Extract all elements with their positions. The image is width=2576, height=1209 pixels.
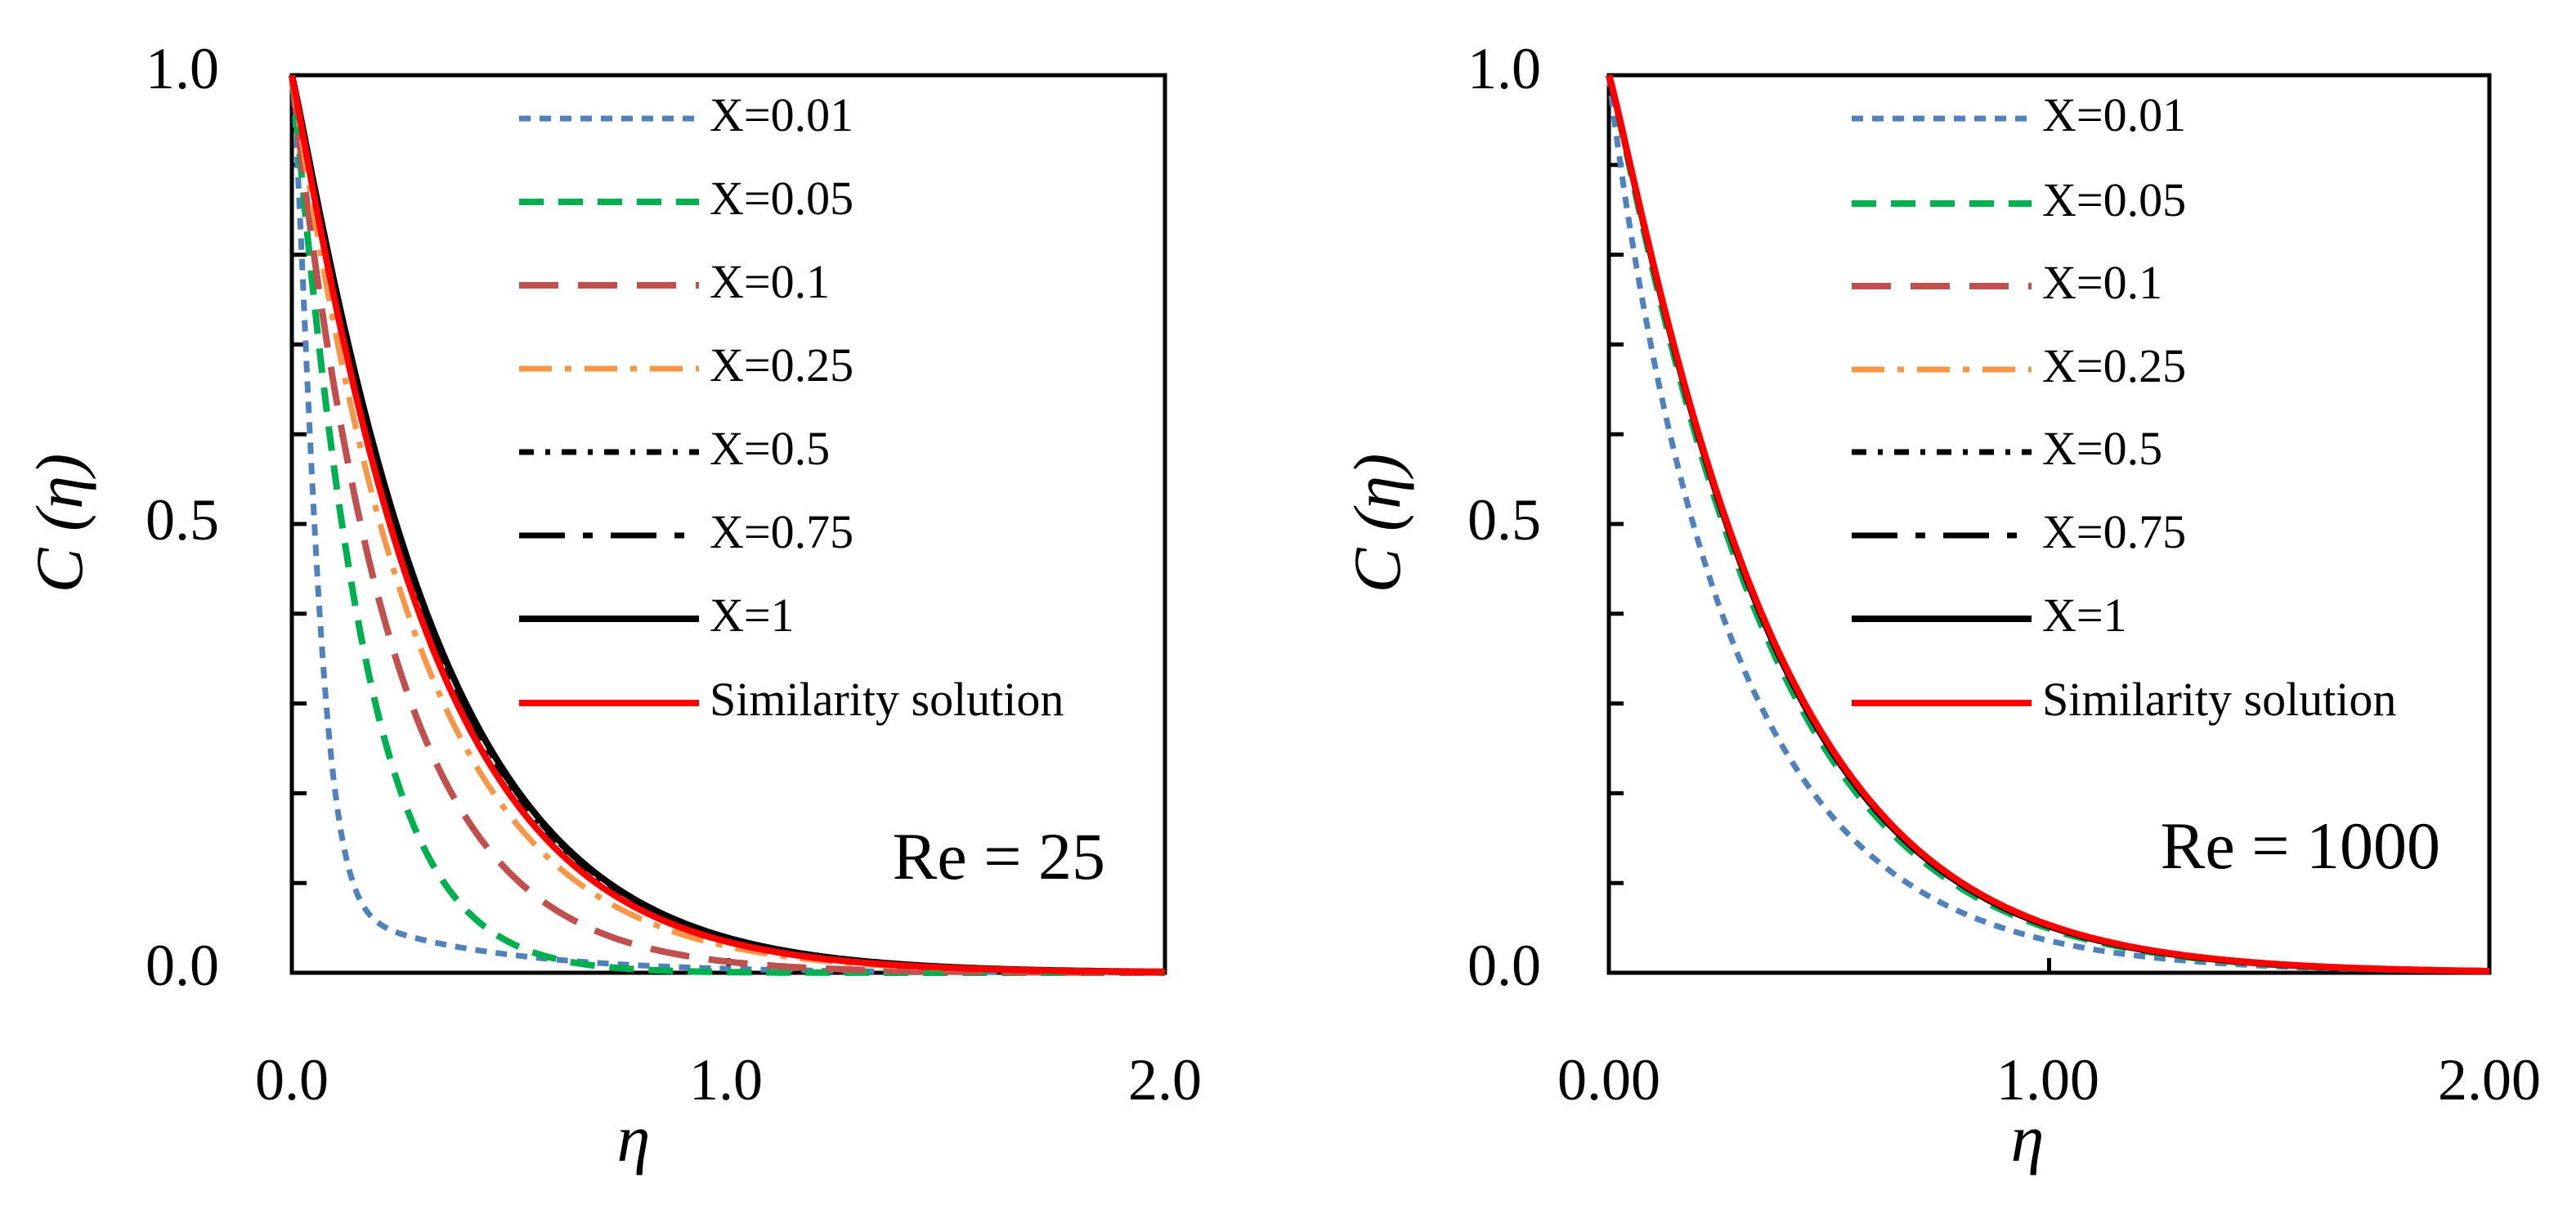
legend-label: X=0.01 — [710, 88, 853, 141]
x-tick-label: 0.00 — [1557, 1047, 1660, 1113]
x-tick-label: 2.0 — [1128, 1047, 1202, 1113]
reynolds-annotation: Re = 25 — [893, 819, 1105, 893]
y-axis-title: C (η) — [1340, 454, 1414, 593]
reynolds-annotation: Re = 1000 — [2161, 808, 2440, 883]
legend-label: X=0.05 — [2042, 173, 2186, 226]
y-tick-label: 1.0 — [146, 36, 219, 101]
series-group — [1606, 74, 2491, 975]
y-minor-ticks — [1606, 73, 2492, 975]
y-axis-title: C (η) — [22, 454, 96, 593]
x-axis-title: η — [2011, 1101, 2045, 1175]
legend-label: X=0.25 — [710, 338, 853, 392]
legend-label: X=1 — [2042, 589, 2127, 642]
legend-label: X=0.05 — [710, 172, 853, 225]
series-group — [289, 74, 1167, 976]
y-tick-label: 1.0 — [1467, 36, 1541, 101]
legend-label: Similarity solution — [2042, 673, 2396, 726]
svg-text:C (η): C (η) — [1340, 454, 1414, 593]
series-line — [289, 74, 1167, 975]
chart-panel-right: 1.0 0.5 0.0 0.00 1.00 2.00 η C (η) Re = … — [1340, 36, 2541, 1175]
legend: X=0.01 X=0.05 X=0.1 X=0.25 X=0.5 X=0.75 … — [519, 88, 1064, 726]
y-axis-title-var: (η) — [22, 454, 96, 531]
series-line — [289, 74, 1166, 976]
legend-label: Similarity solution — [710, 673, 1064, 726]
legend-label: X=0.5 — [2042, 422, 2162, 475]
legend-label: X=0.1 — [710, 255, 830, 308]
x-tick-label: 0.0 — [255, 1047, 329, 1113]
legend-label: X=0.25 — [2042, 339, 2186, 392]
y-axis-title-main: C — [1340, 547, 1414, 593]
chart-panel-left: 1.0 0.5 0.0 0.0 1.0 2.0 η C (η) Re = 25 … — [22, 36, 1202, 1175]
x-axis-title: η — [617, 1101, 651, 1175]
legend-label: X=0.75 — [2042, 505, 2186, 558]
y-tick-label: 0.5 — [146, 487, 219, 553]
y-axis-title-main: C — [22, 547, 96, 593]
svg-text:C (η): C (η) — [22, 454, 96, 593]
y-tick-label: 0.0 — [1467, 933, 1541, 998]
x-tick-label: 1.00 — [1996, 1047, 2099, 1113]
series-line — [1606, 74, 2491, 974]
legend-label: X=1 — [710, 589, 795, 642]
y-tick-label: 0.0 — [146, 933, 219, 998]
x-tick-label: 2.00 — [2438, 1047, 2541, 1113]
legend: X=0.01 X=0.05 X=0.1 X=0.25 X=0.5 X=0.75 … — [1852, 88, 2396, 726]
x-tick-label: 1.0 — [689, 1047, 763, 1113]
y-axis-title-var: (η) — [1340, 454, 1414, 531]
legend-label: X=0.75 — [710, 505, 853, 558]
legend-label: X=0.01 — [2042, 88, 2186, 141]
legend-label: X=0.5 — [710, 422, 830, 475]
y-tick-label: 0.5 — [1467, 487, 1541, 553]
legend-label: X=0.1 — [2042, 256, 2162, 309]
